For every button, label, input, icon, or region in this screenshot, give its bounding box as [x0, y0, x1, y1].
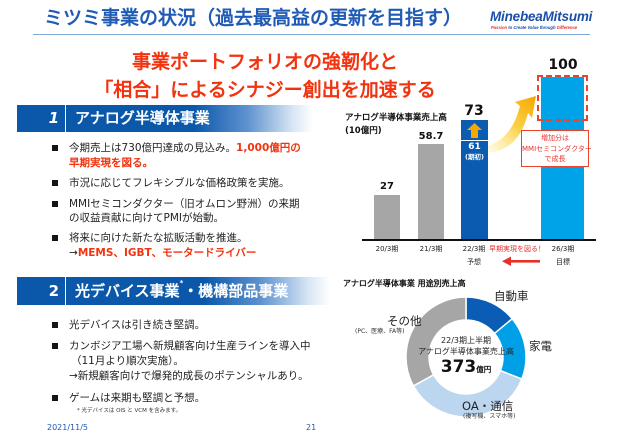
up-arrow-icon	[467, 123, 482, 139]
bullet-highlight: 1,000億円の	[236, 142, 301, 154]
tagline-start: Passion	[491, 25, 508, 30]
bullet-square-icon	[52, 343, 58, 349]
donut-note-oa-communication: (複写機、スマホ等)	[463, 413, 516, 420]
bullet-line: 今期売上は730億円達成の見込み。1,000億円の	[69, 141, 301, 155]
section-divider	[65, 105, 66, 132]
tagline-middle: to Create Value through	[507, 25, 557, 30]
donut-center-text: 22/3期上半期 アナログ半導体事業売上高 373億円	[406, 335, 526, 380]
bar-22-3: 61 (期初)	[461, 120, 488, 239]
bullet-square-icon	[52, 201, 58, 207]
bar-value-label: 100	[548, 56, 578, 73]
bar-21-3	[418, 143, 444, 239]
donut-slice-other	[405, 296, 467, 387]
bar-value-label: 73	[464, 103, 484, 120]
donut-svg	[405, 296, 527, 418]
company-tagline: Passion to Create Value through Differen…	[491, 25, 577, 30]
callout-line: MMIセミコンダクター	[522, 144, 592, 153]
bullet-line: 市況に応じてフレキシブルな価格政策を実施。	[69, 177, 290, 189]
donut-label-oa-communication: OA・通信	[462, 399, 514, 413]
increment-dashed-box	[537, 74, 588, 122]
category-label: 20/3期	[375, 245, 399, 253]
section-title-suffix: ・機構部品事業	[183, 282, 289, 300]
bullet-highlight: MEMS、IGBT、モータードライバー	[77, 247, 257, 259]
headline-line-1: 事業ポートフォリオの強靭化と	[131, 51, 398, 73]
arrow-glyph: →	[69, 247, 78, 259]
section-divider	[65, 277, 66, 305]
footnote-mark: *	[179, 279, 184, 287]
bullet-square-icon	[52, 180, 58, 186]
callout-line: で成長	[544, 155, 566, 163]
mmi-callout-box: 増加分は MMIセミコンダクター で成長	[521, 130, 592, 167]
bar-chart-unit: (10億円)	[345, 126, 382, 136]
donut-center-period: 22/3期上半期	[441, 336, 491, 345]
donut-total-value: 373	[440, 357, 477, 377]
initial-forecast-label: (期初)	[465, 152, 484, 161]
donut-label-automotive: 自動車	[494, 289, 529, 303]
tagline-end: Difference	[556, 25, 578, 30]
initial-forecast-value: 61	[468, 141, 481, 152]
section-header-analog-semiconductor: 1 アナログ半導体事業	[17, 105, 313, 132]
donut-chart-title: アナログ半導体事業 用途別売上高	[343, 279, 466, 288]
bullet-line: 光デバイスは引き続き堅調。	[69, 319, 206, 331]
page-number: 21	[306, 423, 317, 432]
donut-slice-oa-communication	[412, 369, 523, 418]
category-label: 26/3期	[551, 245, 575, 253]
donut-center-caption: アナログ半導体事業売上高	[418, 347, 514, 356]
donut-total-unit: 億円	[476, 365, 492, 374]
bullet-square-icon	[52, 235, 58, 241]
section-number: 2	[48, 282, 59, 300]
category-sublabel: 目標	[556, 258, 570, 266]
bullet-square-icon	[52, 395, 58, 401]
title-underline	[33, 34, 590, 35]
category-label: 22/3期	[462, 245, 486, 253]
headline-line-2: 「相合」によるシナジー創出を加速する	[94, 79, 436, 101]
bullet-square-icon	[52, 145, 58, 151]
bullet-line: ゲームは来期も堅調と予想。	[69, 392, 206, 404]
footnote: * 光デバイスは OIS と VCM を含みます。	[77, 408, 182, 414]
bar-chart-title: アナログ半導体事業売上高	[345, 113, 447, 123]
company-logo: MinebeaMitsumi	[490, 9, 593, 24]
bullet-line: 将来に向けた新たな拡販活動を推進。	[69, 232, 248, 244]
donut-center-total: 373億円	[406, 357, 526, 380]
section-header-optical-devices: 2 光デバイス事業*・機構部品事業	[17, 277, 330, 305]
bullet-line: →MEMS、IGBT、モータードライバー	[69, 246, 256, 260]
bar-value-label: 27	[380, 181, 394, 193]
bullet-line: MMIセミコンダクター（旧オムロン野洲）の来期	[69, 198, 300, 210]
bullet-highlight: 早期実現を図る。	[69, 157, 153, 169]
category-sublabel: 予想	[467, 258, 481, 266]
donut-label-home-appliance: 家電	[529, 339, 552, 353]
donut-note-other: (PC、医療、FA等)	[355, 328, 405, 335]
donut-label-other: その他	[387, 314, 422, 328]
x-axis	[362, 239, 596, 241]
bullet-line: （11月より順次実施）。	[71, 355, 184, 367]
section-title: アナログ半導体事業	[75, 109, 210, 127]
section-title: 光デバイス事業*・機構部品事業	[75, 277, 288, 305]
footer-date: 2021/11/5	[47, 423, 89, 432]
section-title-main: 光デバイス事業	[75, 282, 180, 300]
bullet-line: →新規顧客向けで爆発的成長のポテンシャルあり。	[69, 370, 309, 382]
bullet-square-icon	[52, 322, 58, 328]
bullet-line: の収益貢献に向けてPMIが始動。	[69, 212, 224, 224]
section-number: 1	[48, 109, 59, 127]
initial-forecast-divider	[461, 139, 488, 142]
bullet-text: 今期売上は730億円達成の見込み。	[69, 142, 237, 154]
early-realization-label: 早期実現を図る！	[489, 245, 545, 253]
bar-value-label: 58.7	[418, 130, 444, 142]
callout-line: 増加分は	[541, 134, 569, 142]
left-arrow-icon	[502, 256, 540, 266]
page-title: ミツミ事業の状況（過去最高益の更新を目指す）	[44, 7, 463, 29]
bullet-line: カンボジア工場へ新規顧客向け生産ラインを導入中	[69, 340, 311, 352]
bullet-line: 早期実現を図る。	[69, 156, 153, 170]
bar-20-3	[374, 195, 400, 239]
category-label: 21/3期	[419, 245, 443, 253]
